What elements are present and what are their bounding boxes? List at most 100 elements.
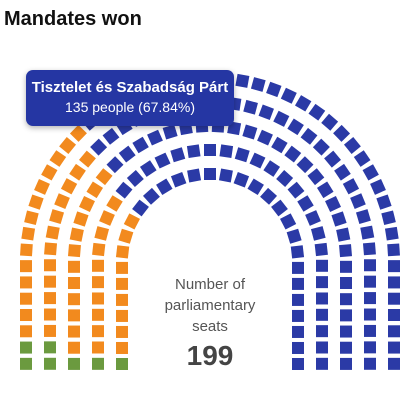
- seat: [340, 260, 352, 273]
- seat: [69, 163, 86, 181]
- seat: [94, 226, 110, 241]
- seat: [387, 243, 400, 257]
- seat: [350, 193, 366, 209]
- seat: [307, 168, 325, 186]
- seat: [44, 324, 56, 337]
- seat: [316, 357, 328, 370]
- seat: [292, 277, 304, 290]
- seat: [316, 259, 328, 272]
- seat: [316, 276, 328, 289]
- seat: [20, 325, 32, 338]
- seat: [305, 210, 321, 226]
- seat: [115, 245, 130, 259]
- seat: [353, 150, 371, 167]
- seat: [260, 187, 278, 205]
- seat: [116, 309, 128, 322]
- seat: [54, 193, 70, 209]
- seat: [292, 341, 304, 354]
- seat: [325, 196, 342, 212]
- seat: [78, 196, 95, 212]
- seat: [364, 275, 376, 288]
- seat: [90, 138, 108, 156]
- seat: [156, 178, 173, 196]
- seat: [324, 150, 342, 168]
- seat: [68, 357, 80, 370]
- seat: [316, 325, 328, 338]
- seat: [20, 357, 32, 370]
- seat: [384, 226, 399, 241]
- seat: [68, 341, 80, 354]
- seat: [102, 127, 120, 145]
- seat: [300, 127, 318, 145]
- seat: [249, 152, 266, 169]
- seat: [116, 261, 128, 274]
- seat: [162, 124, 178, 140]
- seat: [116, 341, 128, 354]
- seat: [271, 199, 288, 217]
- seat: [370, 179, 386, 195]
- seat: [20, 260, 32, 273]
- seat: [115, 181, 133, 199]
- seat: [271, 136, 288, 154]
- tooltip: Tisztelet és Szabadság Párt 135 people (…: [26, 70, 234, 126]
- seat: [49, 209, 65, 225]
- seat: [106, 195, 123, 212]
- seat: [292, 357, 304, 370]
- seat: [139, 160, 157, 177]
- seat: [59, 137, 77, 154]
- seat: [308, 103, 326, 121]
- seat: [44, 259, 56, 272]
- seat: [204, 168, 216, 180]
- seat: [20, 341, 32, 354]
- seat: [294, 95, 312, 112]
- seat: [68, 325, 80, 338]
- seat: [314, 242, 328, 257]
- seat: [186, 144, 201, 158]
- seat: [316, 308, 328, 321]
- seat: [78, 150, 96, 168]
- seat: [296, 156, 314, 174]
- seat: [86, 181, 104, 199]
- seat: [44, 292, 56, 305]
- seat: [123, 213, 140, 230]
- chart-title: Mandates won: [4, 8, 142, 30]
- seat: [334, 163, 351, 181]
- seat: [116, 277, 128, 290]
- seat: [92, 242, 106, 257]
- seat: [233, 172, 250, 188]
- seat: [316, 181, 334, 199]
- seat: [362, 242, 376, 256]
- seat: [92, 259, 104, 272]
- seat: [388, 341, 400, 354]
- seat: [49, 150, 67, 167]
- seat: [388, 357, 400, 370]
- seat: [292, 309, 304, 322]
- seat: [116, 293, 128, 306]
- seat: [355, 209, 371, 225]
- seat: [247, 178, 264, 196]
- seat: [20, 243, 33, 257]
- seat: [154, 152, 171, 169]
- seat: [364, 259, 376, 272]
- tooltip-name: Tisztelet és Szabadság Párt: [31, 79, 229, 96]
- seat: [68, 309, 80, 322]
- seat: [276, 170, 294, 187]
- seat: [333, 124, 351, 142]
- seat: [41, 164, 58, 181]
- seat: [92, 276, 104, 289]
- seat: [116, 325, 128, 338]
- seat: [340, 277, 352, 290]
- seat: [126, 170, 144, 187]
- seat: [331, 211, 347, 227]
- seat: [204, 144, 216, 156]
- seat: [44, 308, 56, 321]
- seat: [364, 292, 376, 305]
- seat: [21, 226, 36, 241]
- seat: [340, 325, 352, 338]
- seat: [34, 179, 50, 195]
- seat: [68, 293, 80, 306]
- seat: [132, 136, 149, 154]
- seat: [170, 172, 187, 188]
- seat: [99, 210, 115, 226]
